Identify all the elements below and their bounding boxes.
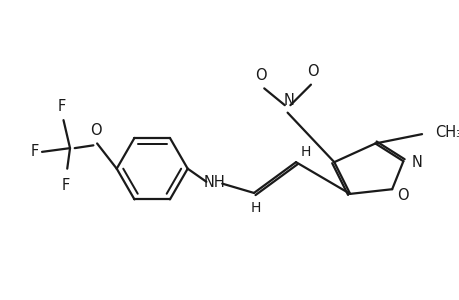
Text: O: O [396,188,408,203]
Text: CH₃: CH₃ [434,125,459,140]
Text: F: F [61,178,69,193]
Text: O: O [90,123,102,138]
Text: N: N [283,93,294,108]
Text: F: F [30,144,39,159]
Text: H: H [250,201,260,215]
Text: O: O [306,64,318,79]
Text: H: H [300,145,310,159]
Text: F: F [57,99,66,114]
Text: N: N [411,154,422,169]
Text: NH: NH [203,175,225,190]
Text: O: O [254,68,266,83]
